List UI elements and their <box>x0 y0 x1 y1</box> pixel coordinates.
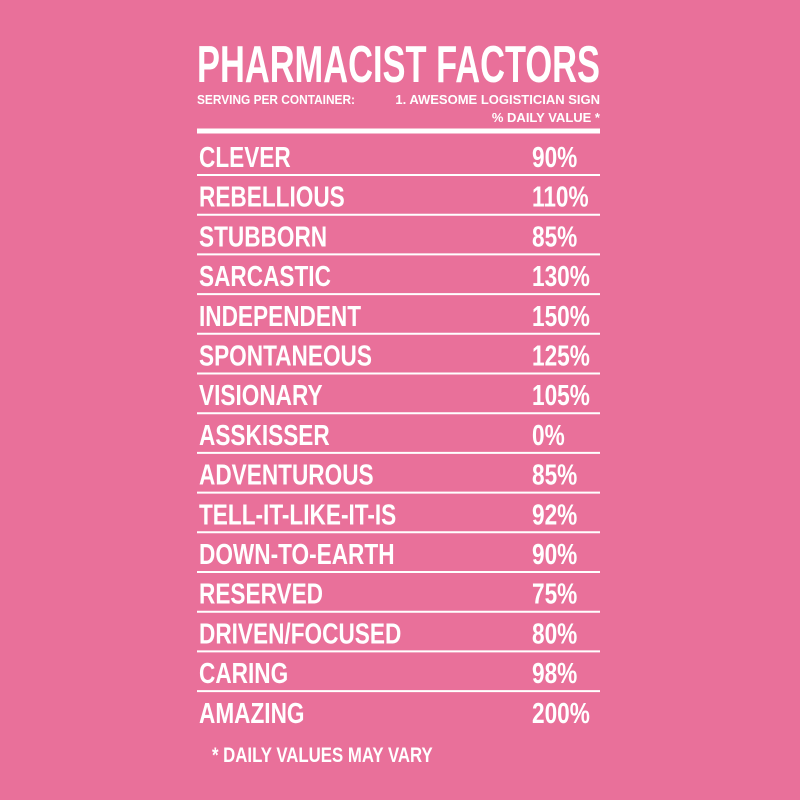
row: DRIVEN/FOCUSED 80% <box>199 617 577 650</box>
row: CLEVER 90% <box>199 140 577 173</box>
row-value: 85% <box>532 220 577 253</box>
row-label: ADVENTUROUS <box>199 458 374 491</box>
title: PHARMACIST FACTORS <box>197 36 600 94</box>
row: SARCASTIC 130% <box>199 259 590 292</box>
row-label: DOWN-TO-EARTH <box>199 537 395 570</box>
footnote-group: * DAILY VALUES MAY VARY <box>212 744 433 767</box>
row: INDEPENDENT 150% <box>199 299 590 332</box>
row-value: 98% <box>532 656 577 689</box>
row-label: SPONTANEOUS <box>199 339 372 372</box>
row: STUBBORN 85% <box>199 220 577 253</box>
row: DOWN-TO-EARTH 90% <box>199 537 577 570</box>
daily-value-header: % DAILY VALUE * <box>492 110 601 125</box>
row: SPONTANEOUS 125% <box>199 339 590 372</box>
row-label: INDEPENDENT <box>199 299 361 332</box>
row-value: 200% <box>532 696 590 729</box>
row-value: 125% <box>532 339 590 372</box>
rows: CLEVER 90% REBELLIOUS 110% STUBBORN 85% SARCAS… <box>197 140 600 729</box>
row-value: 90% <box>532 140 577 173</box>
row-value: 80% <box>532 617 577 650</box>
row-value: 105% <box>532 378 590 411</box>
row-value: 0% <box>532 418 565 451</box>
row-label: TELL-IT-LIKE-IT-IS <box>199 498 396 531</box>
row-value: 150% <box>532 299 590 332</box>
row: RESERVED 75% <box>199 577 577 610</box>
row-label: CARING <box>199 656 288 689</box>
serving-value: 1. AWESOME LOGISTICIAN SIGN <box>395 92 600 107</box>
row-label: RESERVED <box>199 577 323 610</box>
row-value: 90% <box>532 537 577 570</box>
row: ASSKISSER 0% <box>199 418 565 451</box>
footnote: * DAILY VALUES MAY VARY <box>212 744 433 767</box>
row: ADVENTUROUS 85% <box>199 458 577 491</box>
row-label: CLEVER <box>199 140 291 173</box>
row-label: AMAZING <box>199 696 305 729</box>
row-label: VISIONARY <box>199 378 323 411</box>
row: TELL-IT-LIKE-IT-IS 92% <box>199 498 577 531</box>
row-label: ASSKISSER <box>199 418 330 451</box>
row-value: 85% <box>532 458 577 491</box>
row-label: REBELLIOUS <box>199 180 345 213</box>
serving-label: SERVING PER CONTAINER: <box>197 92 355 107</box>
row-value: 130% <box>532 259 590 292</box>
row-value: 110% <box>532 180 589 213</box>
row-label: DRIVEN/FOCUSED <box>199 617 401 650</box>
row-label: SARCASTIC <box>199 259 331 292</box>
row-label: STUBBORN <box>199 220 327 253</box>
row-value: 75% <box>532 577 577 610</box>
row: REBELLIOUS 110% <box>199 180 589 213</box>
row-value: 92% <box>532 498 577 531</box>
row: CARING 98% <box>199 656 577 689</box>
row: VISIONARY 105% <box>199 378 590 411</box>
row: AMAZING 200% <box>199 696 590 729</box>
